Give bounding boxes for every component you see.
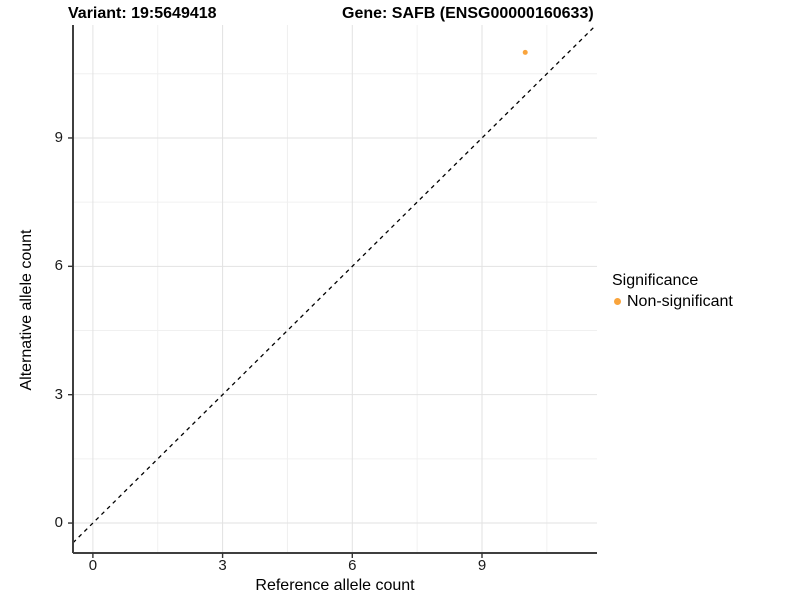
x-tick-label-3: 3 [218, 557, 227, 574]
legend-item-label: Non-significant [627, 293, 733, 310]
data-point [522, 49, 528, 55]
plot-title-variant: Variant: 19:5649418 [68, 5, 217, 22]
y-tick-label-6: 6 [54, 257, 63, 275]
x-tick-label-9: 9 [477, 557, 487, 574]
x-axis-title: Reference allele count [255, 577, 415, 594]
legend-title: Significance [612, 272, 699, 289]
y-tick-label-9: 9 [54, 128, 63, 146]
y-tick-label-0: 0 [54, 514, 63, 532]
legend-item-non-significant: Non-significant [612, 292, 733, 311]
y-axis-title: Alternative allele count [18, 229, 35, 391]
legend-point-icon [614, 298, 621, 305]
identity-line [72, 24, 597, 544]
x-tick-label-6: 6 [348, 557, 357, 574]
y-tick-label-3: 3 [54, 385, 63, 403]
legend: Significance Non-significant [612, 271, 733, 311]
plot-title-gene: Gene: SAFB (ENSG00000160633) [342, 5, 594, 22]
x-tick-label-0: 0 [88, 557, 98, 574]
